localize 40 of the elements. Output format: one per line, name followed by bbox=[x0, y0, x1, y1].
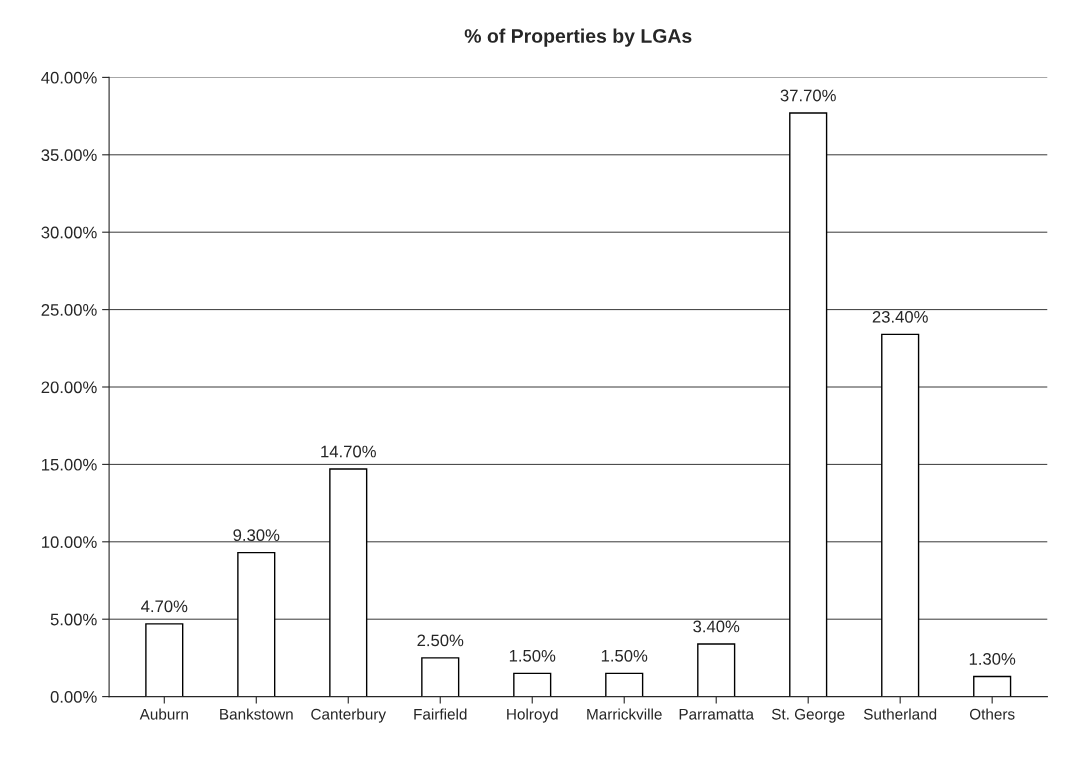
y-tick-label: 0.00% bbox=[50, 691, 97, 703]
y-tick-label: 35.00% bbox=[41, 149, 97, 161]
data-label: 14.70% bbox=[321, 445, 376, 458]
x-tick-label: Others bbox=[969, 708, 1015, 720]
x-tick-label: Holroyd bbox=[507, 708, 558, 723]
y-tick-label: 25.00% bbox=[41, 304, 97, 316]
bar bbox=[145, 623, 184, 697]
data-label: 3.40% bbox=[693, 620, 740, 633]
x-tick-label: St. George bbox=[771, 708, 845, 723]
data-label: 9.30% bbox=[233, 529, 280, 542]
y-tick-label: 30.00% bbox=[41, 226, 97, 239]
y-tick-label: 5.00% bbox=[50, 613, 97, 626]
y-tick-label: 20.00% bbox=[41, 381, 97, 394]
bar bbox=[789, 112, 828, 697]
chart-title: % of Properties by LGAs bbox=[464, 28, 692, 47]
bar bbox=[513, 672, 552, 697]
x-tick-label: Bankstown bbox=[220, 708, 293, 720]
bar bbox=[697, 643, 736, 697]
bar bbox=[881, 333, 920, 697]
data-label: 2.50% bbox=[417, 634, 464, 647]
x-tick-label: Parramatta bbox=[679, 708, 754, 720]
bar bbox=[973, 675, 1012, 697]
data-label: 23.40% bbox=[872, 310, 928, 323]
bar bbox=[237, 551, 276, 697]
bar bbox=[329, 468, 368, 697]
x-tick-label: Canterbury bbox=[311, 708, 387, 723]
data-label: 37.70% bbox=[780, 89, 836, 102]
bar bbox=[605, 672, 644, 697]
y-tick-label: 40.00% bbox=[41, 71, 97, 84]
data-label: 4.70% bbox=[141, 600, 188, 613]
x-tick-label: Marrickville bbox=[587, 708, 662, 720]
y-tick-label: 10.00% bbox=[42, 536, 97, 548]
data-label: 1.50% bbox=[509, 649, 556, 662]
bar bbox=[421, 657, 460, 697]
x-tick-label: Sutherland bbox=[863, 708, 937, 720]
x-tick-label: Auburn bbox=[139, 708, 188, 720]
y-tick-label: 15.00% bbox=[42, 458, 97, 471]
x-tick-label: Fairfield bbox=[414, 708, 467, 720]
data-label: 1.50% bbox=[601, 649, 648, 662]
data-label: 1.30% bbox=[969, 653, 1016, 665]
